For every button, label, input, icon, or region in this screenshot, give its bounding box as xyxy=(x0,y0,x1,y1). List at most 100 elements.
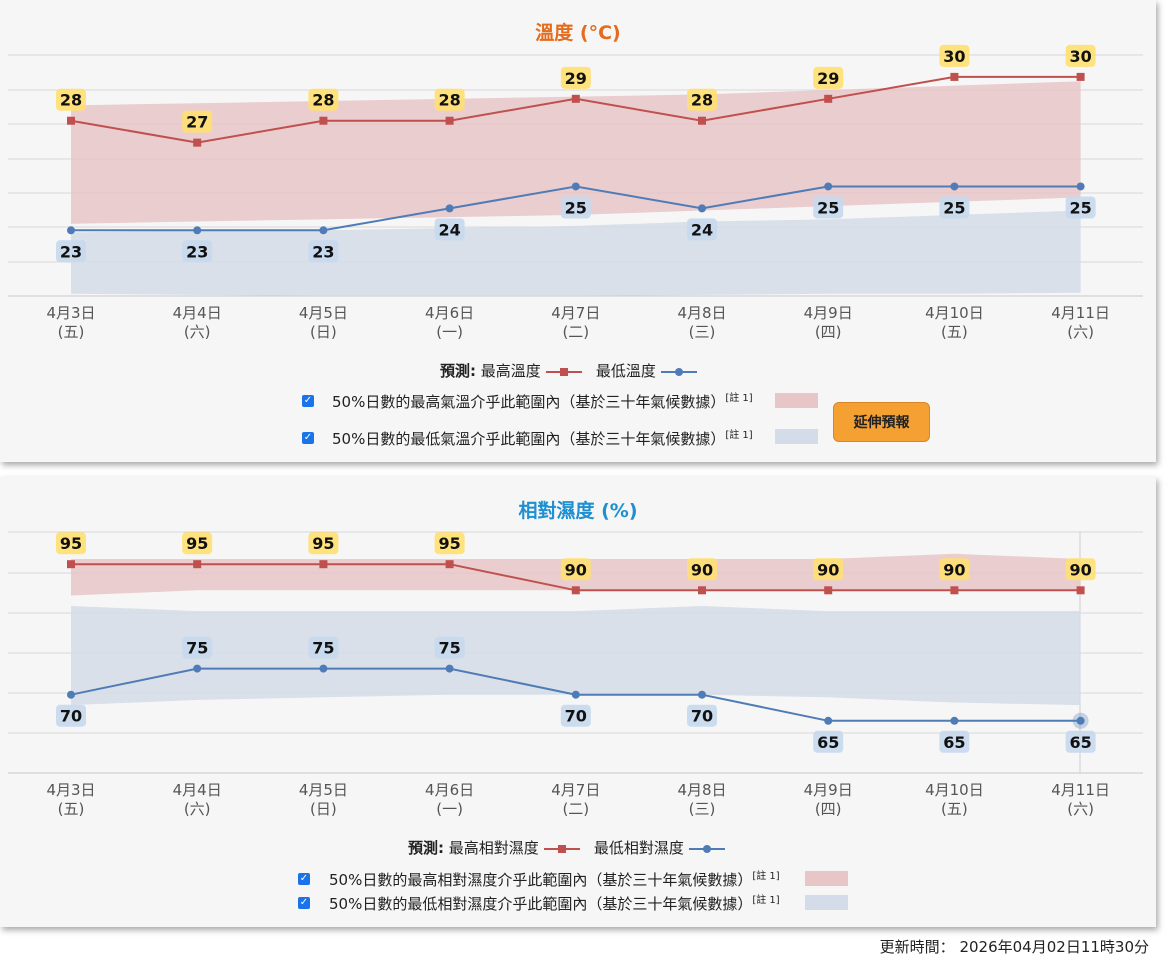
min-data-label: 25 xyxy=(943,198,965,217)
x-tick-label: 4月8日 xyxy=(677,304,726,322)
min-temp-band-swatch xyxy=(775,429,818,444)
x-tick-label: 4月7日 xyxy=(551,304,600,322)
max-data-label-box xyxy=(182,532,213,555)
x-tick-weekday: (五) xyxy=(58,323,85,341)
legend-min-label[interactable]: 最低相對濕度 xyxy=(593,839,684,857)
max-temp-band-checkbox[interactable]: ✓ xyxy=(302,395,314,407)
max-data-label: 90 xyxy=(1069,560,1091,579)
min-data-label: 70 xyxy=(60,707,82,726)
min-data-label-box xyxy=(308,240,339,263)
max-point xyxy=(571,94,580,103)
max-data-label-box xyxy=(1065,558,1096,581)
max-data-label-box xyxy=(560,66,591,89)
max-data-label-box xyxy=(308,532,339,555)
min-data-label-box xyxy=(939,730,970,753)
min-temp-band-checkbox[interactable]: ✓ xyxy=(302,432,314,444)
x-tick-weekday: (一) xyxy=(436,800,463,818)
max-data-label: 95 xyxy=(60,534,82,553)
max-humidity-band-checkbox[interactable]: ✓ xyxy=(298,873,310,885)
min-data-label: 75 xyxy=(186,639,208,658)
legend-prefix: 預測: xyxy=(408,839,444,857)
x-tick-weekday: (日) xyxy=(310,800,337,818)
x-tick-weekday: (六) xyxy=(184,800,211,818)
max-point xyxy=(1076,72,1085,81)
legend-max-swatch xyxy=(543,844,580,853)
min-point xyxy=(571,690,580,699)
min-temp-band-label[interactable]: 50%日數的最低氣溫介乎此範圍內（基於三十年氣候數據）[註 1] xyxy=(332,430,753,448)
x-tick-label: 4月10日 xyxy=(925,781,984,799)
max-point xyxy=(319,116,328,125)
min-point xyxy=(445,664,454,673)
x-tick-weekday: (六) xyxy=(1067,323,1094,341)
max-point xyxy=(193,138,202,147)
max-data-label-box xyxy=(687,558,717,581)
max-point xyxy=(950,586,959,595)
min-data-label-box xyxy=(434,218,465,241)
max-data-label: 90 xyxy=(817,560,839,579)
max-data-label: 28 xyxy=(312,91,334,110)
x-tick-label: 4月3日 xyxy=(46,781,95,799)
legend-min-label[interactable]: 最低溫度 xyxy=(595,362,656,380)
min-data-label-box xyxy=(1065,196,1096,219)
min-data-label: 24 xyxy=(691,220,713,239)
x-tick-weekday: (六) xyxy=(1067,800,1094,818)
update-time-value: 2026年04月02日11時30分 xyxy=(959,938,1149,956)
max-temp-band-label[interactable]: 50%日數的最高氣溫介乎此範圍內（基於三十年氣候數據）[註 1] xyxy=(332,393,753,411)
x-tick-weekday: (二) xyxy=(562,800,589,818)
x-tick-label: 4月3日 xyxy=(46,304,95,322)
max-humidity-band-label[interactable]: 50%日數的最高相對濕度介乎此範圍內（基於三十年氣候數據）[註 1] xyxy=(329,871,780,889)
min-data-label-box xyxy=(56,240,86,263)
max-data-label: 95 xyxy=(438,534,460,553)
max-humidity-band-swatch xyxy=(805,871,848,886)
min-data-label: 65 xyxy=(1069,733,1091,752)
min-point xyxy=(193,226,202,235)
x-tick-label: 4月9日 xyxy=(804,781,853,799)
min-humidity-band-swatch xyxy=(805,895,848,910)
humidity-chart-title: 相對濕度 (%) xyxy=(518,500,638,522)
x-tick-weekday: (一) xyxy=(436,323,463,341)
max-data-label: 28 xyxy=(60,91,82,110)
extended-forecast-button[interactable]: 延伸預報 xyxy=(833,402,930,442)
min-point xyxy=(698,690,706,699)
x-tick-label: 4月7日 xyxy=(551,781,600,799)
min-data-label: 65 xyxy=(943,733,965,752)
max-data-label: 30 xyxy=(943,47,965,66)
min-point xyxy=(67,226,75,235)
legend-max-label[interactable]: 最高溫度 xyxy=(480,362,541,380)
min-point xyxy=(67,690,75,699)
min-data-label: 70 xyxy=(565,707,587,726)
min-humidity-band-label[interactable]: 50%日數的最低相對濕度介乎此範圍內（基於三十年氣候數據）[註 1] xyxy=(329,895,780,913)
max-data-label-box xyxy=(434,532,465,555)
min-point xyxy=(1076,716,1085,725)
max-data-label: 28 xyxy=(438,91,460,110)
min-data-label: 24 xyxy=(438,220,460,239)
x-tick-weekday: (五) xyxy=(58,800,85,818)
max-data-label-box xyxy=(687,88,717,111)
min-data-label-box xyxy=(1065,730,1096,753)
legend-max-swatch xyxy=(545,367,582,376)
min-humidity-band-checkbox[interactable]: ✓ xyxy=(298,897,310,909)
legend-max-label[interactable]: 最高相對濕度 xyxy=(448,839,539,857)
min-point xyxy=(950,182,959,191)
min-data-label-box xyxy=(182,240,213,263)
x-tick-weekday: (三) xyxy=(689,800,716,818)
x-tick-label: 4月4日 xyxy=(173,304,222,322)
min-point xyxy=(950,716,959,725)
x-tick-label: 4月4日 xyxy=(173,781,222,799)
x-tick-weekday: (六) xyxy=(184,323,211,341)
legend-min-swatch xyxy=(660,367,697,376)
min-data-label: 75 xyxy=(312,639,334,658)
humidity-legend: 預測: 最高相對濕度 最低相對濕度 xyxy=(408,837,725,858)
min-data-label-box xyxy=(939,196,970,219)
temperature-legend: 預測: 最高溫度 最低溫度 xyxy=(440,360,697,381)
min-range-band xyxy=(71,210,1081,296)
max-data-label: 27 xyxy=(186,113,208,132)
min-data-label: 25 xyxy=(817,198,839,217)
min-data-label-box xyxy=(813,730,844,753)
max-data-label: 30 xyxy=(1069,47,1091,66)
max-point xyxy=(698,586,706,595)
max-point xyxy=(193,560,202,569)
temperature-chart-title: 溫度 (°C) xyxy=(535,22,621,44)
temperature-chart: 28 27 28 28 29 28 29 30 30 23 23 23 24 25 24 25 25 25 4月3日… xyxy=(8,44,1143,341)
min-range-band xyxy=(71,605,1081,706)
